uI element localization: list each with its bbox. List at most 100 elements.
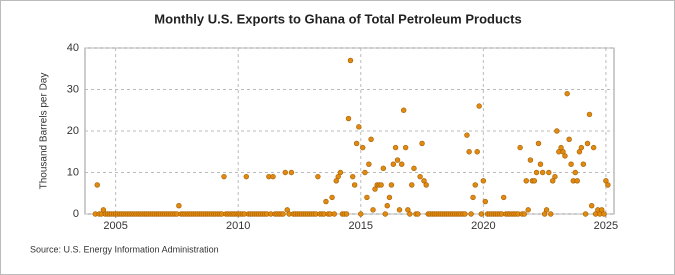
y-axis-label: Thousand Barrels per Day [39,73,50,190]
data-point [423,182,429,188]
data-point [584,140,591,147]
data-point [523,178,529,184]
data-point [566,136,572,143]
data-point [282,169,288,176]
data-point [470,194,476,201]
y-tick-label: 40 [67,42,79,54]
data-point [362,169,368,176]
data-point [345,115,352,122]
data-point [525,207,531,213]
data-point [390,161,397,167]
data-point [578,144,585,151]
data-point [417,173,423,180]
data-point [396,207,403,213]
data-point [280,211,286,217]
data-point [539,169,546,176]
x-tick-label: 2025 [594,220,618,232]
data-point [419,140,425,147]
data-point [478,211,485,217]
y-tick-label: 0 [73,208,79,220]
data-point [472,182,478,188]
data-point [482,198,489,205]
source-note: Source: U.S. Energy Information Administ… [30,244,219,254]
x-tick-label: 2010 [226,220,250,232]
data-point [356,124,362,130]
data-point [582,211,589,217]
x-tick-label: 2015 [349,220,373,232]
data-point [378,182,384,188]
data-point [351,182,358,188]
data-point [548,211,554,217]
data-point [562,153,568,159]
data-point [588,203,595,209]
data-point [601,211,607,217]
data-point [415,211,421,217]
data-point [550,178,556,184]
data-point [521,211,527,217]
data-point [546,169,552,176]
data-point [568,161,574,167]
data-point [349,173,356,180]
data-point [315,173,321,180]
data-point [394,157,401,163]
data-point [343,211,350,217]
data-point [364,194,370,201]
y-tick-label: 20 [67,125,79,137]
data-point [590,144,597,151]
data-point [480,178,487,184]
data-point [580,161,587,167]
data-point [554,128,560,134]
data-point [421,178,427,184]
data-point [360,144,366,151]
data-point [243,173,249,180]
data-point [535,140,542,147]
data-point [270,173,276,180]
data-point [94,182,100,188]
data-point [323,198,329,205]
data-point [466,149,472,155]
chart-title: Monthly U.S. Exports to Ghana of Total P… [154,11,521,26]
y-tick-label: 30 [67,83,79,95]
data-point [409,182,415,188]
data-point [388,182,395,188]
data-point [474,149,480,155]
x-tick-label: 2020 [471,220,495,232]
data-point [462,211,468,217]
data-point [527,157,534,163]
data-point [358,211,364,217]
data-point [402,144,409,151]
data-point [372,186,378,192]
x-tick-label: 2005 [103,220,127,232]
data-point [370,207,376,213]
data-point [605,182,611,188]
data-point [543,207,550,213]
data-point [586,111,593,118]
data-point [468,211,474,217]
data-point [368,136,374,143]
data-point [476,103,482,109]
data-point [384,203,390,209]
data-point [574,178,580,184]
data-point [380,165,387,172]
data-point [517,144,523,151]
data-point [400,107,407,113]
data-point [572,169,578,176]
data-point [386,194,393,201]
data-point [347,57,354,64]
data-point [564,90,570,97]
data-point [533,169,540,176]
data-point [176,203,182,209]
data-point [464,132,470,138]
data-point [366,161,372,167]
data-point [335,173,341,180]
data-point [392,144,399,151]
y-tick-label: 10 [67,166,79,178]
data-point [531,178,538,184]
data-point [399,161,405,167]
data-point [288,169,295,176]
data-point [331,211,338,217]
data-point [411,165,417,172]
data-point [329,194,335,201]
